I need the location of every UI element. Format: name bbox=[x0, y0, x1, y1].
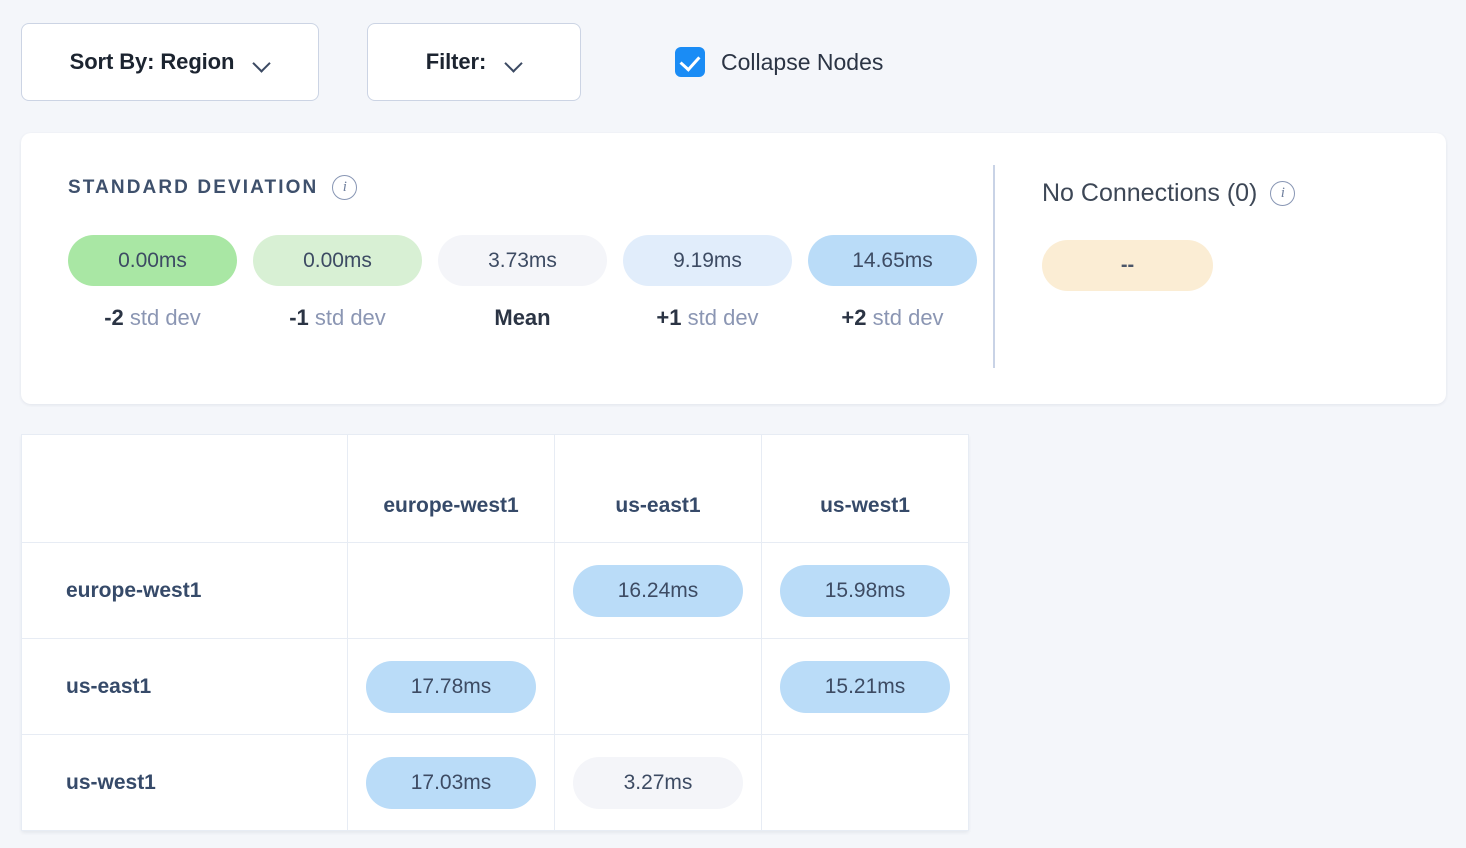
std-dev-scale: 0.00ms -2 std dev 0.00ms -1 std dev 3.73… bbox=[68, 235, 993, 331]
std-dev-pill[interactable]: 0.00ms bbox=[253, 235, 422, 286]
standard-deviation-header: STANDARD DEVIATION i bbox=[68, 175, 993, 200]
latency-pill[interactable]: 16.24ms bbox=[573, 564, 743, 617]
table-row: europe-west1 16.24ms 15.98ms bbox=[21, 542, 969, 639]
table-cell: 17.78ms bbox=[347, 638, 555, 735]
table-row-header[interactable]: europe-west1 bbox=[21, 542, 348, 639]
info-icon[interactable]: i bbox=[332, 175, 358, 200]
page-title: STANDARD DEVIATION bbox=[68, 176, 319, 198]
latency-pill[interactable]: 3.27ms bbox=[573, 756, 743, 809]
std-dev-pill[interactable]: 0.00ms bbox=[68, 235, 237, 286]
filter-dropdown[interactable]: Filter: bbox=[367, 23, 581, 101]
std-dev-step-minus2: 0.00ms -2 std dev bbox=[68, 235, 237, 331]
collapse-nodes-toggle[interactable]: Collapse Nodes bbox=[675, 47, 883, 77]
std-dev-pill[interactable]: 3.73ms bbox=[438, 235, 607, 286]
std-dev-step-mean: 3.73ms Mean bbox=[438, 235, 607, 331]
std-dev-step-plus1: 9.19ms +1 std dev bbox=[623, 235, 792, 331]
std-dev-step-prefix: +2 bbox=[841, 305, 867, 330]
std-dev-step-minus1: 0.00ms -1 std dev bbox=[253, 235, 422, 331]
table-cell: 15.21ms bbox=[761, 638, 969, 735]
table-column-header[interactable]: us-east1 bbox=[554, 434, 762, 543]
info-icon[interactable]: i bbox=[1270, 181, 1296, 206]
std-dev-step-label: +2 std dev bbox=[841, 305, 943, 331]
std-dev-step-suffix: std dev bbox=[308, 305, 386, 330]
toolbar: Sort By: Region Filter: Collapse Nodes bbox=[0, 0, 1466, 124]
table-cell-empty bbox=[554, 638, 762, 735]
latency-matrix-table: europe-west1 us-east1 us-west1 europe-we… bbox=[21, 434, 969, 831]
chevron-down-icon bbox=[254, 57, 270, 67]
std-dev-step-plus2: 14.65ms +2 std dev bbox=[808, 235, 977, 331]
table-cell: 17.03ms bbox=[347, 734, 555, 831]
latency-pill[interactable]: 15.21ms bbox=[780, 660, 950, 713]
card-divider bbox=[993, 165, 995, 368]
latency-pill[interactable]: 15.98ms bbox=[780, 564, 950, 617]
table-row-header[interactable]: us-west1 bbox=[21, 734, 348, 831]
filter-label: Filter: bbox=[425, 49, 487, 74]
table-row: us-west1 17.03ms 3.27ms bbox=[21, 734, 969, 831]
table-corner-cell bbox=[21, 434, 348, 543]
table-cell: 16.24ms bbox=[554, 542, 762, 639]
std-dev-step-label: -1 std dev bbox=[289, 305, 386, 331]
std-dev-pill[interactable]: 14.65ms bbox=[808, 235, 977, 286]
sort-by-dropdown[interactable]: Sort By: Region bbox=[21, 23, 319, 101]
no-connections-title: No Connections (0) bbox=[1042, 179, 1258, 207]
table-row: us-east1 17.78ms 15.21ms bbox=[21, 638, 969, 735]
table-body: europe-west1 16.24ms 15.98ms us-east1 17… bbox=[21, 542, 969, 831]
std-dev-step-suffix: std dev bbox=[866, 305, 944, 330]
std-dev-step-prefix: +1 bbox=[656, 305, 682, 330]
table-cell: 3.27ms bbox=[554, 734, 762, 831]
std-dev-step-prefix: -1 bbox=[289, 305, 309, 330]
chevron-down-icon bbox=[506, 57, 522, 67]
no-connections-panel: No Connections (0) i -- bbox=[995, 133, 1446, 404]
std-dev-step-suffix: std dev bbox=[681, 305, 759, 330]
stats-card: STANDARD DEVIATION i 0.00ms -2 std dev 0… bbox=[21, 133, 1446, 404]
standard-deviation-panel: STANDARD DEVIATION i 0.00ms -2 std dev 0… bbox=[21, 133, 993, 404]
table-header: europe-west1 us-east1 us-west1 bbox=[21, 434, 969, 543]
table-column-header[interactable]: us-west1 bbox=[761, 434, 969, 543]
table-header-row: europe-west1 us-east1 us-west1 bbox=[21, 434, 969, 543]
table-cell-empty bbox=[347, 542, 555, 639]
sort-by-label: Sort By: Region bbox=[69, 49, 235, 74]
table-row-header[interactable]: us-east1 bbox=[21, 638, 348, 735]
std-dev-step-label: Mean bbox=[494, 305, 551, 330]
latency-pill[interactable]: 17.78ms bbox=[366, 660, 536, 713]
collapse-nodes-label: Collapse Nodes bbox=[721, 48, 884, 75]
checkbox-checked-icon[interactable] bbox=[675, 47, 705, 77]
table-column-header[interactable]: europe-west1 bbox=[347, 434, 555, 543]
latency-pill[interactable]: 17.03ms bbox=[366, 756, 536, 809]
std-dev-step-label: -2 std dev bbox=[104, 305, 201, 331]
no-connections-pill[interactable]: -- bbox=[1042, 240, 1213, 291]
no-connections-header: No Connections (0) i bbox=[1042, 179, 1446, 208]
std-dev-step-suffix: std dev bbox=[123, 305, 201, 330]
std-dev-step-label: +1 std dev bbox=[656, 305, 758, 331]
std-dev-pill[interactable]: 9.19ms bbox=[623, 235, 792, 286]
std-dev-step-prefix: -2 bbox=[104, 305, 124, 330]
table-cell: 15.98ms bbox=[761, 542, 969, 639]
table-cell-empty bbox=[761, 734, 969, 831]
